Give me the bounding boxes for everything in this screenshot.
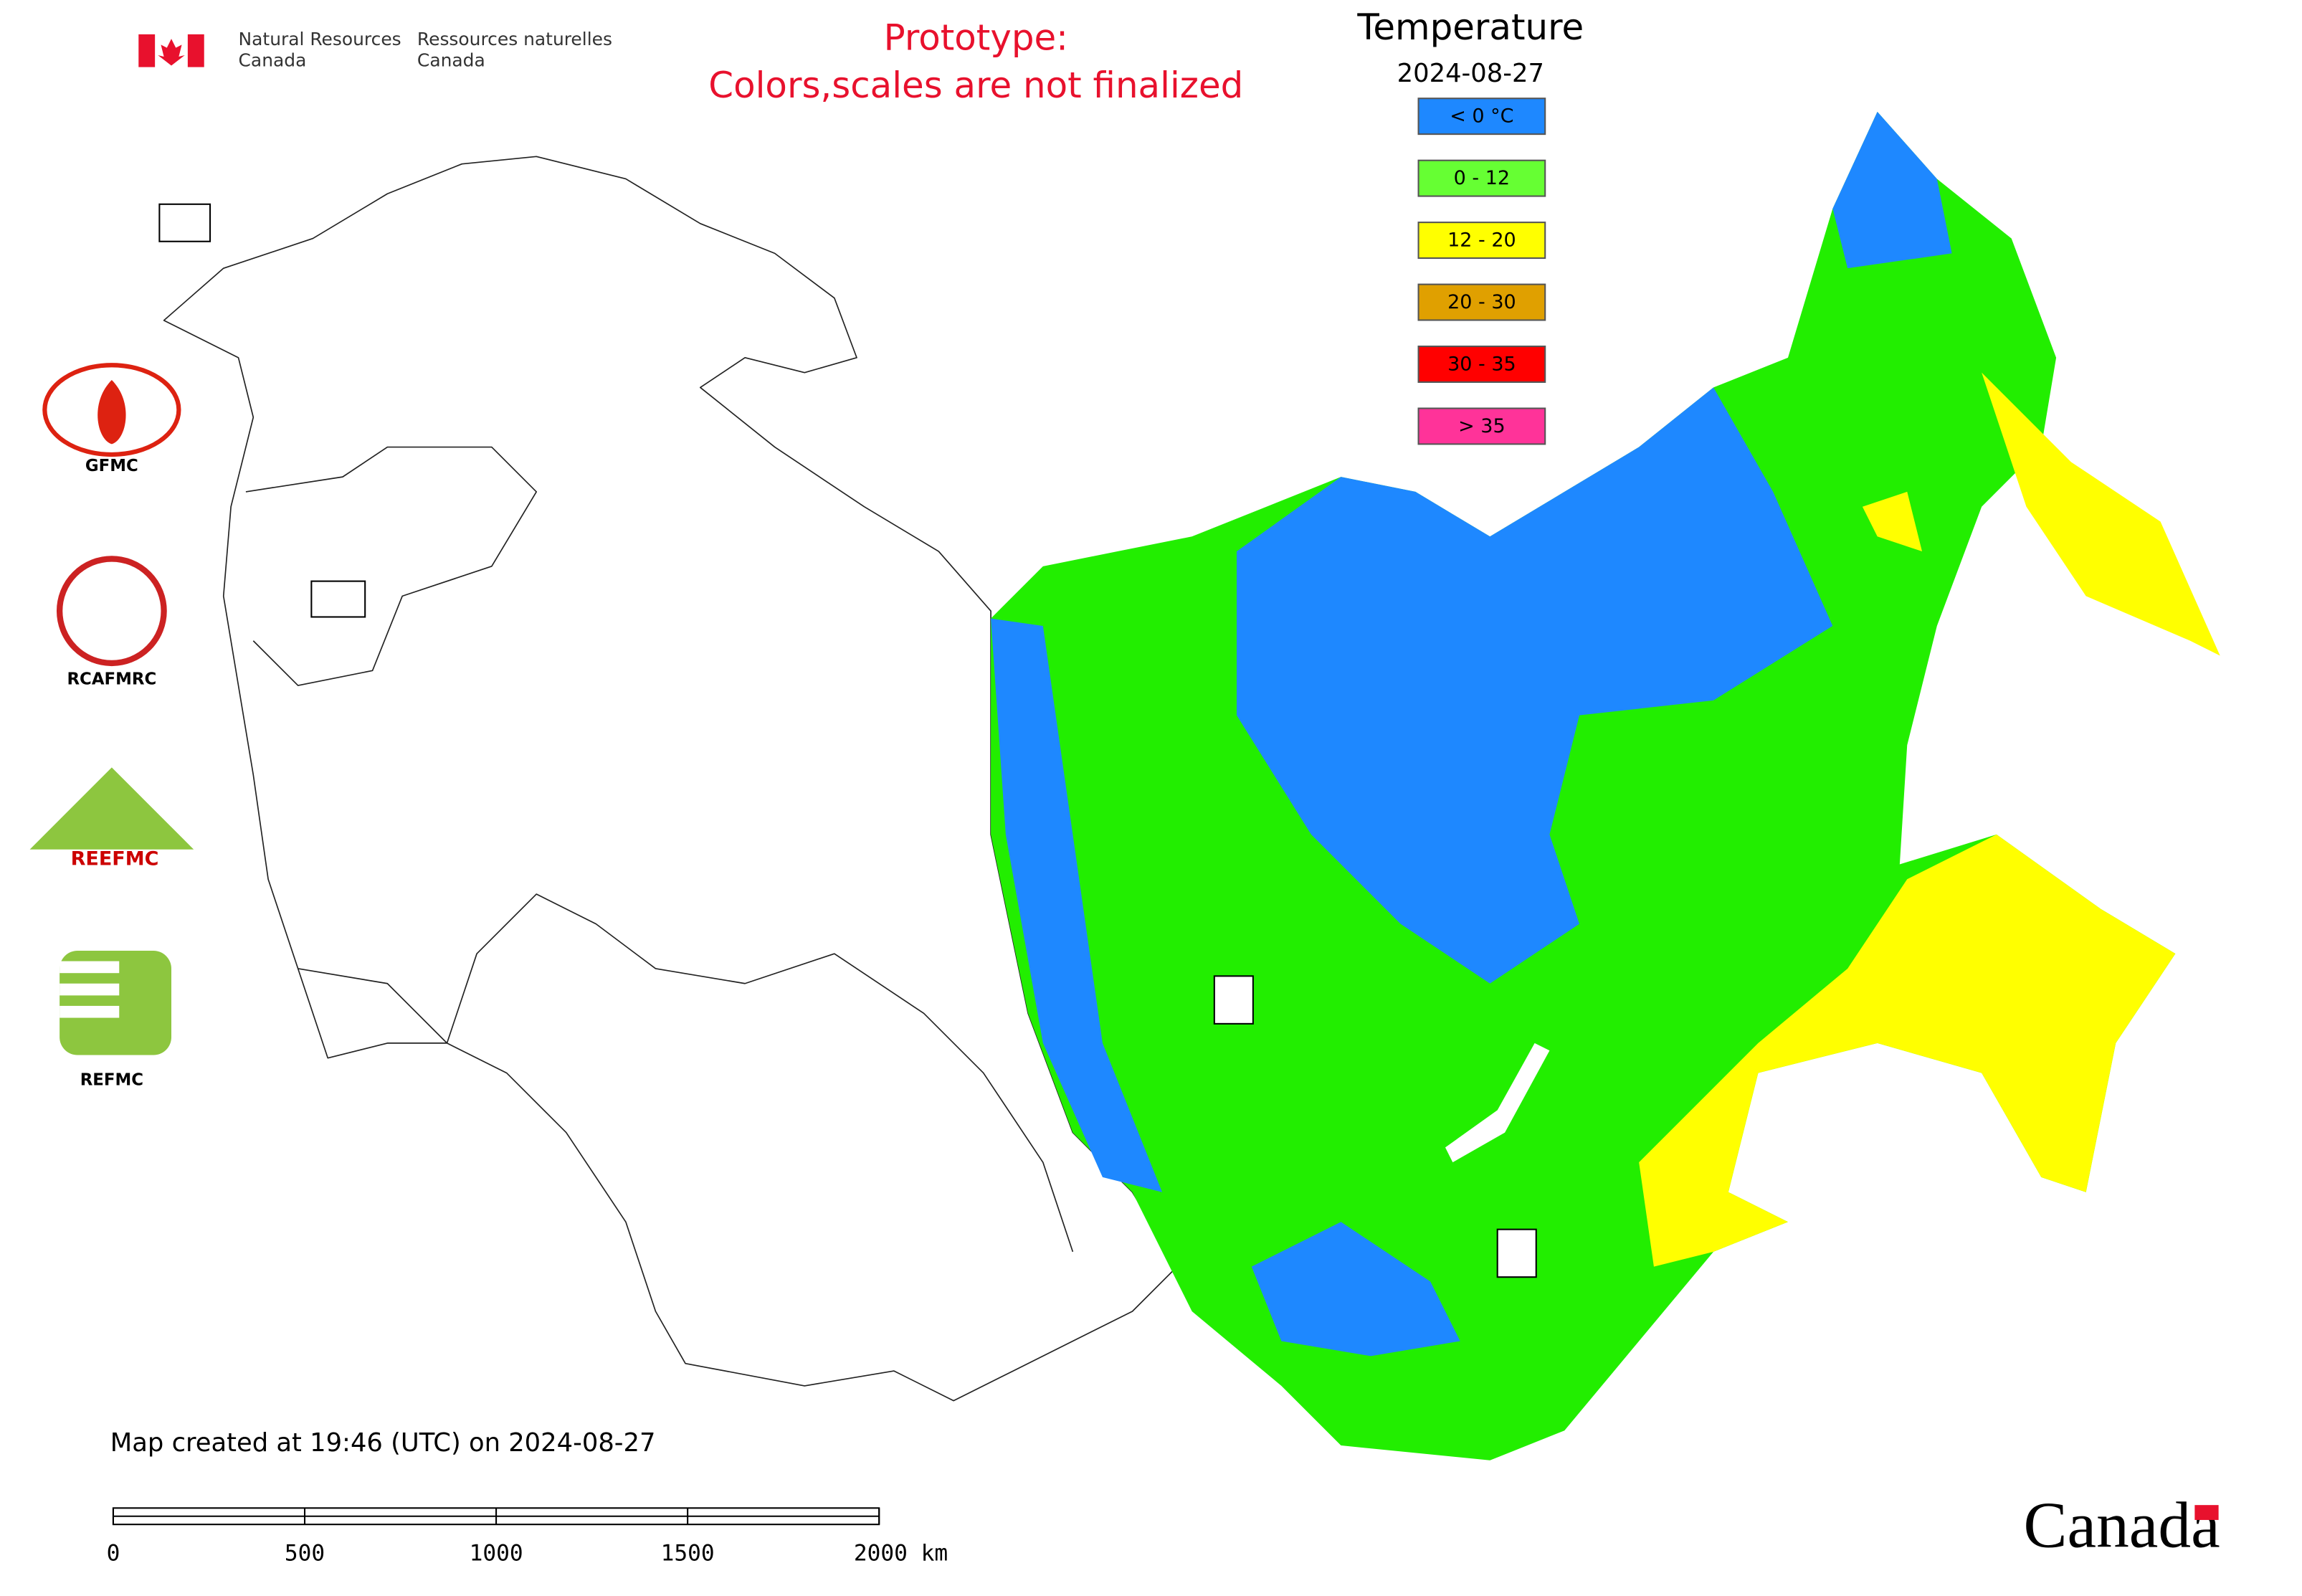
dept-en: Canada xyxy=(239,49,307,70)
legend-date: 2024-08-27 xyxy=(1397,59,1544,88)
logo-label: RCAFMRC xyxy=(67,670,156,688)
logo-label: REEFMC xyxy=(71,848,159,870)
logo-label: REFMC xyxy=(80,1070,143,1089)
legend-swatch xyxy=(1417,346,1546,383)
legend-label: < 0 °C xyxy=(1450,105,1513,128)
legend-swatch xyxy=(1417,283,1546,321)
legend-swatch xyxy=(1417,222,1546,260)
map xyxy=(163,111,2220,1460)
scale-label: 500 xyxy=(285,1541,325,1567)
scale-label: 1000 xyxy=(470,1541,523,1567)
scale-label: 0 xyxy=(107,1541,120,1567)
legend-swatch xyxy=(1417,407,1546,445)
region-green xyxy=(991,111,2176,1460)
dept-en: Natural Resources xyxy=(239,29,401,49)
notice: Prototype: xyxy=(884,17,1068,59)
logo-icons xyxy=(29,363,194,1055)
legend-label: > 35 xyxy=(1458,415,1506,437)
scale-label: 1500 xyxy=(661,1541,715,1567)
country-outlines xyxy=(163,156,1178,1402)
region-blue xyxy=(991,111,1952,1357)
legend: < 0 °C 0 - 12 12 - 20 20 - 30 30 - 35 > 35 xyxy=(1417,98,1546,445)
scale-bar: 0 500 1000 1500 2000 km xyxy=(107,1507,948,1567)
notice: Colors,scales are not finalized xyxy=(708,65,1243,106)
created-note: Map created at 19:46 (UTC) on 2024-08-27 xyxy=(110,1428,656,1458)
legend-label: 30 - 35 xyxy=(1447,353,1516,376)
logo-label: GFMC xyxy=(85,457,138,475)
legend-label: 12 - 20 xyxy=(1447,229,1516,252)
scale-label: 2000 km xyxy=(854,1541,948,1567)
map-markers xyxy=(158,203,1537,1278)
dept-fr: Canada xyxy=(417,49,485,70)
legend-label: 0 - 12 xyxy=(1454,167,1510,189)
wordmark-flag xyxy=(2194,1505,2219,1520)
legend-swatch xyxy=(1417,159,1546,197)
legend-swatch xyxy=(1417,98,1546,136)
canada-wordmark: Canada xyxy=(2024,1489,2220,1562)
region-yellow xyxy=(1639,372,2220,1267)
legend-title: Temperature xyxy=(1356,6,1584,48)
canada-flag xyxy=(138,34,204,67)
lake-baikal xyxy=(1445,1042,1550,1163)
dept-fr: Ressources naturelles xyxy=(417,29,612,49)
legend-label: 20 - 30 xyxy=(1447,291,1516,313)
